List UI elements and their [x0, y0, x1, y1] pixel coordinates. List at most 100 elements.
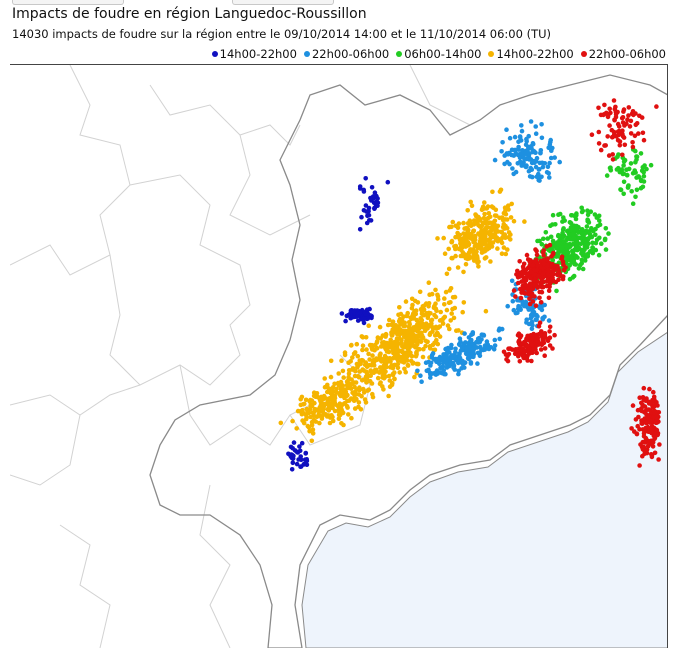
- strike-dot: [444, 271, 450, 277]
- strike-dot: [634, 121, 640, 126]
- strike-dot: [487, 214, 493, 220]
- strike-dot: [301, 461, 307, 467]
- strike-dot: [351, 351, 357, 357]
- strike-dot: [513, 349, 518, 354]
- strike-dot: [429, 321, 434, 326]
- strike-dot: [640, 165, 646, 170]
- strike-dot: [396, 312, 401, 318]
- strike-dot: [580, 208, 586, 214]
- strike-dot: [618, 187, 624, 193]
- strike-dot: [389, 344, 395, 349]
- strike-dot: [527, 301, 533, 307]
- strike-dot: [435, 292, 440, 298]
- strike-dot: [573, 262, 579, 267]
- strike-dot: [630, 140, 635, 145]
- strike-dot: [547, 142, 553, 148]
- strike-dot: [385, 179, 391, 185]
- legend-item-2: 22h00-06h00: [303, 47, 389, 61]
- strike-dot: [650, 397, 655, 403]
- strike-dot: [356, 400, 362, 405]
- strike-dot: [332, 381, 337, 387]
- strike-dot: [511, 218, 517, 224]
- top-tab-stub-right: [232, 0, 334, 5]
- strike-dot: [361, 390, 367, 395]
- strike-dot: [505, 358, 511, 364]
- strike-dot: [480, 230, 486, 236]
- strike-dot: [500, 140, 505, 145]
- strike-dot: [485, 342, 491, 348]
- strike-dot: [301, 420, 307, 426]
- strike-dot: [625, 117, 630, 122]
- strike-dot: [638, 151, 644, 156]
- strike-dot: [450, 354, 455, 360]
- strike-dot: [426, 367, 431, 373]
- strike-dot: [606, 231, 611, 236]
- strike-dot: [418, 339, 424, 345]
- strike-dot: [339, 421, 344, 426]
- strike-dot: [487, 240, 493, 245]
- strike-dot: [325, 382, 330, 388]
- strike-dot: [547, 160, 552, 166]
- strike-dot: [401, 323, 407, 329]
- legend-label-5: 22h00-06h00: [588, 47, 666, 61]
- lightning-map[interactable]: [10, 65, 668, 648]
- strike-dot: [366, 351, 371, 357]
- strike-dot: [300, 402, 306, 407]
- strike-dot: [546, 295, 552, 301]
- strike-dot: [479, 332, 485, 338]
- strike-dot: [370, 360, 376, 365]
- strike-dot: [385, 322, 391, 328]
- strike-dot: [633, 170, 638, 175]
- strike-dot: [435, 341, 441, 347]
- strike-dot: [610, 152, 615, 157]
- strike-dot: [529, 307, 535, 313]
- strike-dot: [477, 350, 483, 356]
- legend-dot-4: [488, 51, 495, 57]
- strike-dot: [348, 359, 354, 364]
- strike-dot: [626, 105, 632, 110]
- strike-dot: [303, 450, 309, 456]
- strike-dot: [552, 155, 557, 160]
- strike-dot: [419, 379, 424, 385]
- strike-dot: [474, 213, 479, 218]
- strike-dot: [529, 358, 534, 364]
- strike-dot: [539, 174, 544, 180]
- strike-dot: [556, 277, 561, 283]
- strike-dot: [519, 150, 524, 156]
- strike-dot: [643, 419, 648, 425]
- strike-dot: [343, 318, 348, 324]
- strike-dot: [513, 294, 518, 299]
- strike-dot: [389, 332, 394, 337]
- strike-dot: [425, 325, 430, 330]
- strike-dot: [434, 308, 439, 314]
- strike-dot: [538, 347, 544, 352]
- strike-dot: [398, 330, 403, 336]
- strike-dot: [470, 341, 475, 347]
- strike-dot: [567, 276, 573, 282]
- strike-dot: [290, 460, 296, 466]
- strike-dot: [492, 343, 498, 348]
- strike-dot: [550, 251, 556, 257]
- strike-dot: [625, 185, 631, 190]
- strike-dot: [624, 121, 629, 127]
- strike-dot: [414, 345, 419, 350]
- strike-dot: [387, 356, 393, 361]
- strike-dot: [621, 163, 626, 168]
- strike-dot: [580, 266, 586, 272]
- strike-dot: [435, 236, 440, 241]
- strike-dot: [634, 187, 640, 193]
- strike-dot: [355, 353, 361, 359]
- strike-dot: [520, 286, 526, 292]
- region-borders: [10, 65, 471, 648]
- strike-dot: [556, 251, 561, 257]
- strike-dot: [319, 394, 324, 400]
- strike-dot: [506, 235, 511, 240]
- strike-dot: [435, 357, 440, 363]
- strike-dot: [523, 300, 528, 306]
- strike-dot: [521, 261, 527, 267]
- strike-dot: [406, 320, 412, 325]
- strike-dot: [525, 305, 531, 311]
- strike-dot: [371, 200, 377, 205]
- strike-dot: [504, 127, 509, 132]
- strike-dot: [448, 360, 454, 366]
